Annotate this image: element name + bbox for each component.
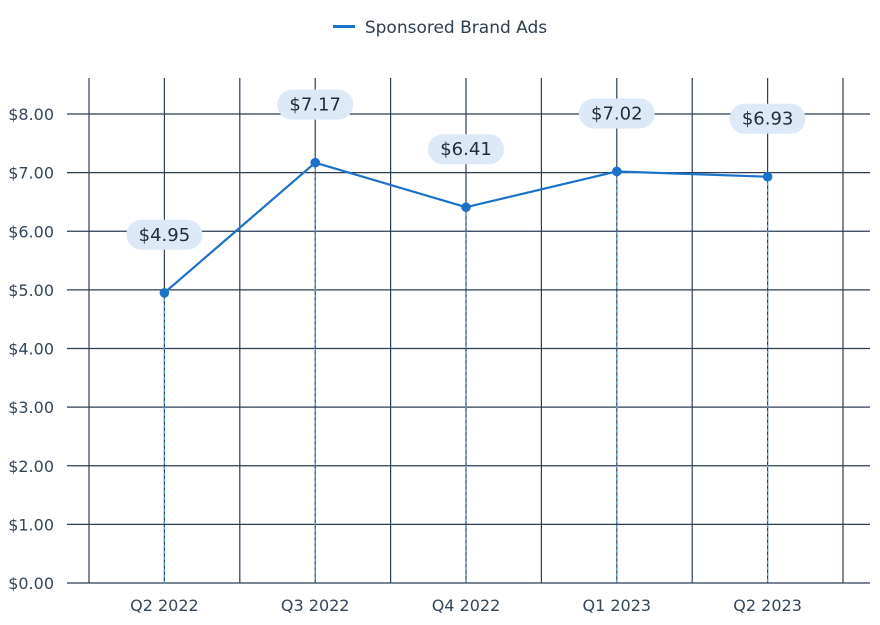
data-label-text: $7.02 xyxy=(591,103,643,124)
y-tick-label: $5.00 xyxy=(8,281,54,300)
data-label-text: $4.95 xyxy=(139,225,191,246)
drop-lines xyxy=(163,162,769,583)
data-point xyxy=(159,288,170,298)
y-tick-label: $8.00 xyxy=(8,105,54,124)
data-label-text: $6.41 xyxy=(440,139,492,160)
legend-swatch xyxy=(332,24,355,28)
data-label-text: $7.17 xyxy=(289,95,341,116)
x-tick-label: Q1 2023 xyxy=(583,596,652,615)
data-label-bg xyxy=(578,98,655,129)
y-axis: $0.00 $1.00 $2.00 $3.00 $4.00 $5.00 $6.00 $7.00… xyxy=(8,105,54,593)
x-tick-label: Q2 2022 xyxy=(130,596,199,615)
x-tick-label: Q4 2022 xyxy=(432,596,501,615)
data-point xyxy=(310,157,321,168)
legend-label: Sponsored Brand Ads xyxy=(364,18,548,38)
data-point xyxy=(461,202,471,213)
data-label-bg xyxy=(126,219,203,250)
y-tick-label: $3.00 xyxy=(8,398,54,417)
y-tick-label: $2.00 xyxy=(8,457,54,476)
data-point xyxy=(612,166,622,177)
y-tick-label: $6.00 xyxy=(8,222,54,241)
data-point xyxy=(762,171,773,182)
y-tick-label: $7.00 xyxy=(8,164,54,183)
x-axis: Q2 2022 Q3 2022 Q4 2022 Q1 2023 Q2 2023 xyxy=(130,596,802,615)
x-tick-label: Q2 2023 xyxy=(733,596,802,615)
data-label-text: $6.93 xyxy=(742,109,794,130)
data-label: $7.02 xyxy=(578,98,655,129)
data-label-bg xyxy=(277,89,354,120)
series xyxy=(159,157,773,298)
data-label: $4.95 xyxy=(126,219,203,250)
x-tick-label: Q3 2022 xyxy=(281,596,350,615)
data-label: $6.93 xyxy=(729,103,806,134)
y-tick-label: $0.00 xyxy=(8,574,54,593)
y-tick-label: $4.00 xyxy=(8,340,54,359)
data-label-bg xyxy=(428,134,504,165)
data-label: $7.17 xyxy=(277,89,354,120)
legend: Sponsored Brand Ads xyxy=(0,18,880,38)
y-tick-label: $1.00 xyxy=(8,515,54,534)
data-labels: $4.95 $7.17 $6.41 $7.02 $6.93 xyxy=(126,89,806,250)
data-label-bg xyxy=(729,103,806,134)
data-label: $6.41 xyxy=(428,134,504,165)
